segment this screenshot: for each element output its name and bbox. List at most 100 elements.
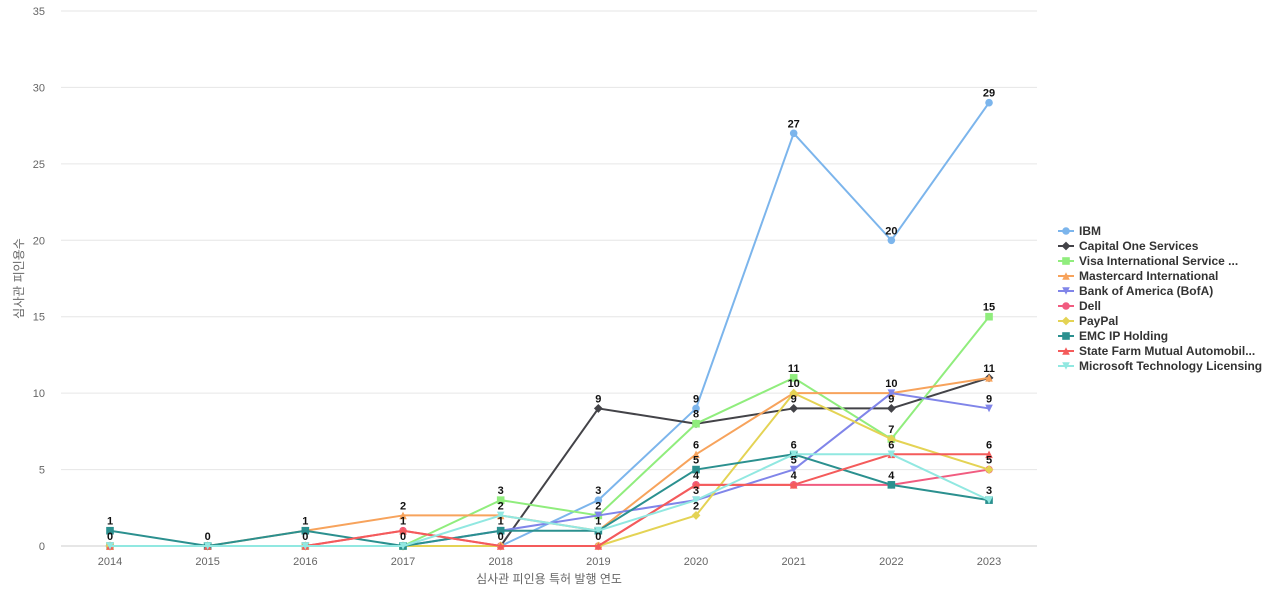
legend-item[interactable]: Mastercard International bbox=[1058, 269, 1218, 283]
y-tick-label: 35 bbox=[33, 6, 45, 18]
y-tick-label: 10 bbox=[33, 388, 45, 400]
x-axis-ticks: 2014 2015 2016 2017 2018 2019 2020 2021 2022 2023 bbox=[98, 556, 1002, 568]
x-tick-label: 2018 bbox=[488, 556, 512, 568]
data-point bbox=[789, 388, 799, 398]
legend-item[interactable]: EMC IP Holding bbox=[1058, 329, 1168, 343]
data-label: 3 bbox=[986, 485, 992, 497]
data-label: 9 bbox=[888, 393, 894, 405]
series-line bbox=[110, 376, 990, 547]
legend-item[interactable]: Visa International Service ... bbox=[1058, 254, 1238, 268]
legend-label: Microsoft Technology Licensing bbox=[1079, 359, 1262, 373]
legend-marker bbox=[1062, 287, 1070, 295]
x-tick-label: 2021 bbox=[781, 556, 805, 568]
x-tick-label: 2016 bbox=[293, 556, 317, 568]
x-tick-label: 2023 bbox=[977, 556, 1001, 568]
legend-marker bbox=[1062, 272, 1070, 280]
data-label: 1 bbox=[107, 516, 113, 528]
legend-marker bbox=[1062, 347, 1070, 355]
data-point bbox=[691, 511, 701, 520]
data-point bbox=[692, 450, 700, 459]
data-point bbox=[985, 404, 993, 413]
legend-item[interactable]: State Farm Mutual Automobil... bbox=[1058, 344, 1255, 358]
data-label: 6 bbox=[888, 439, 894, 451]
data-label: 2 bbox=[400, 500, 406, 512]
data-point bbox=[985, 496, 993, 504]
legend-item[interactable]: Bank of America (BofA) bbox=[1058, 284, 1213, 298]
data-point bbox=[301, 526, 310, 535]
legend-marker bbox=[1062, 257, 1070, 265]
data-point bbox=[789, 404, 799, 413]
data-point bbox=[886, 404, 896, 413]
data-point bbox=[399, 542, 407, 550]
y-tick-label: 20 bbox=[33, 235, 45, 247]
x-tick-label: 2014 bbox=[98, 556, 122, 568]
data-label: 0 bbox=[107, 531, 113, 543]
data-point bbox=[496, 496, 505, 504]
legend-label: Bank of America (BofA) bbox=[1079, 284, 1213, 298]
data-point bbox=[789, 465, 798, 474]
legend-label: EMC IP Holding bbox=[1079, 329, 1168, 343]
data-point bbox=[985, 98, 993, 107]
series-line bbox=[110, 102, 990, 547]
x-tick-label: 2019 bbox=[586, 556, 610, 568]
x-tick-label: 2017 bbox=[391, 556, 415, 568]
data-label: 3 bbox=[498, 485, 504, 497]
data-label: 7 bbox=[888, 424, 894, 436]
y-axis-ticks: 0 5 10 15 20 25 30 35 bbox=[33, 6, 45, 553]
data-label: 27 bbox=[788, 118, 800, 130]
data-point bbox=[789, 129, 798, 138]
data-label: 1 bbox=[302, 516, 308, 528]
legend-marker bbox=[1062, 227, 1070, 235]
legend-label: Visa International Service ... bbox=[1079, 254, 1238, 268]
data-label: 1 bbox=[595, 516, 601, 528]
data-label: 4 bbox=[693, 470, 700, 482]
data-label: 8 bbox=[693, 409, 699, 421]
data-point bbox=[692, 481, 700, 489]
legend-marker bbox=[1062, 362, 1070, 370]
data-point bbox=[887, 389, 896, 397]
data-point bbox=[887, 236, 896, 245]
legend-item[interactable]: IBM bbox=[1058, 224, 1101, 238]
series-layer bbox=[105, 98, 994, 551]
data-point bbox=[399, 526, 407, 535]
legend-item[interactable]: PayPal bbox=[1058, 314, 1118, 328]
series-line bbox=[110, 453, 990, 547]
data-label: 1 bbox=[498, 516, 504, 528]
data-label: 3 bbox=[595, 485, 601, 497]
data-point bbox=[887, 481, 896, 489]
data-label: 0 bbox=[400, 531, 406, 543]
data-label: 5 bbox=[693, 455, 699, 467]
data-label: 6 bbox=[791, 439, 797, 451]
data-point bbox=[496, 526, 505, 535]
legend-item[interactable]: Dell bbox=[1058, 299, 1101, 313]
data-label: 29 bbox=[983, 88, 995, 100]
data-point bbox=[593, 404, 603, 413]
data-label: 20 bbox=[885, 225, 897, 237]
legend-item[interactable]: Microsoft Technology Licensing bbox=[1058, 359, 1262, 373]
data-label: 15 bbox=[983, 302, 995, 314]
series-7 bbox=[106, 450, 993, 550]
y-tick-label: 25 bbox=[33, 159, 45, 171]
y-axis-title: 심사관 피인용수 bbox=[12, 238, 26, 319]
data-label: 2 bbox=[693, 500, 699, 512]
legend-item[interactable]: Capital One Services bbox=[1058, 239, 1199, 253]
series-0 bbox=[106, 98, 993, 550]
data-point bbox=[692, 419, 700, 428]
data-label: 9 bbox=[693, 393, 699, 405]
legend-marker bbox=[1062, 302, 1070, 310]
data-point bbox=[789, 374, 798, 382]
data-label: 3 bbox=[693, 485, 699, 497]
series-2 bbox=[106, 312, 993, 550]
data-label: 0 bbox=[498, 531, 504, 543]
y-tick-label: 30 bbox=[33, 82, 45, 94]
y-tick-label: 0 bbox=[39, 541, 45, 553]
data-point bbox=[985, 450, 993, 459]
data-label: 1 bbox=[400, 516, 406, 528]
data-point bbox=[985, 312, 993, 321]
data-label: 6 bbox=[986, 439, 992, 451]
data-point bbox=[789, 481, 798, 489]
y-tick-label: 5 bbox=[39, 465, 45, 477]
data-label: 9 bbox=[986, 393, 992, 405]
